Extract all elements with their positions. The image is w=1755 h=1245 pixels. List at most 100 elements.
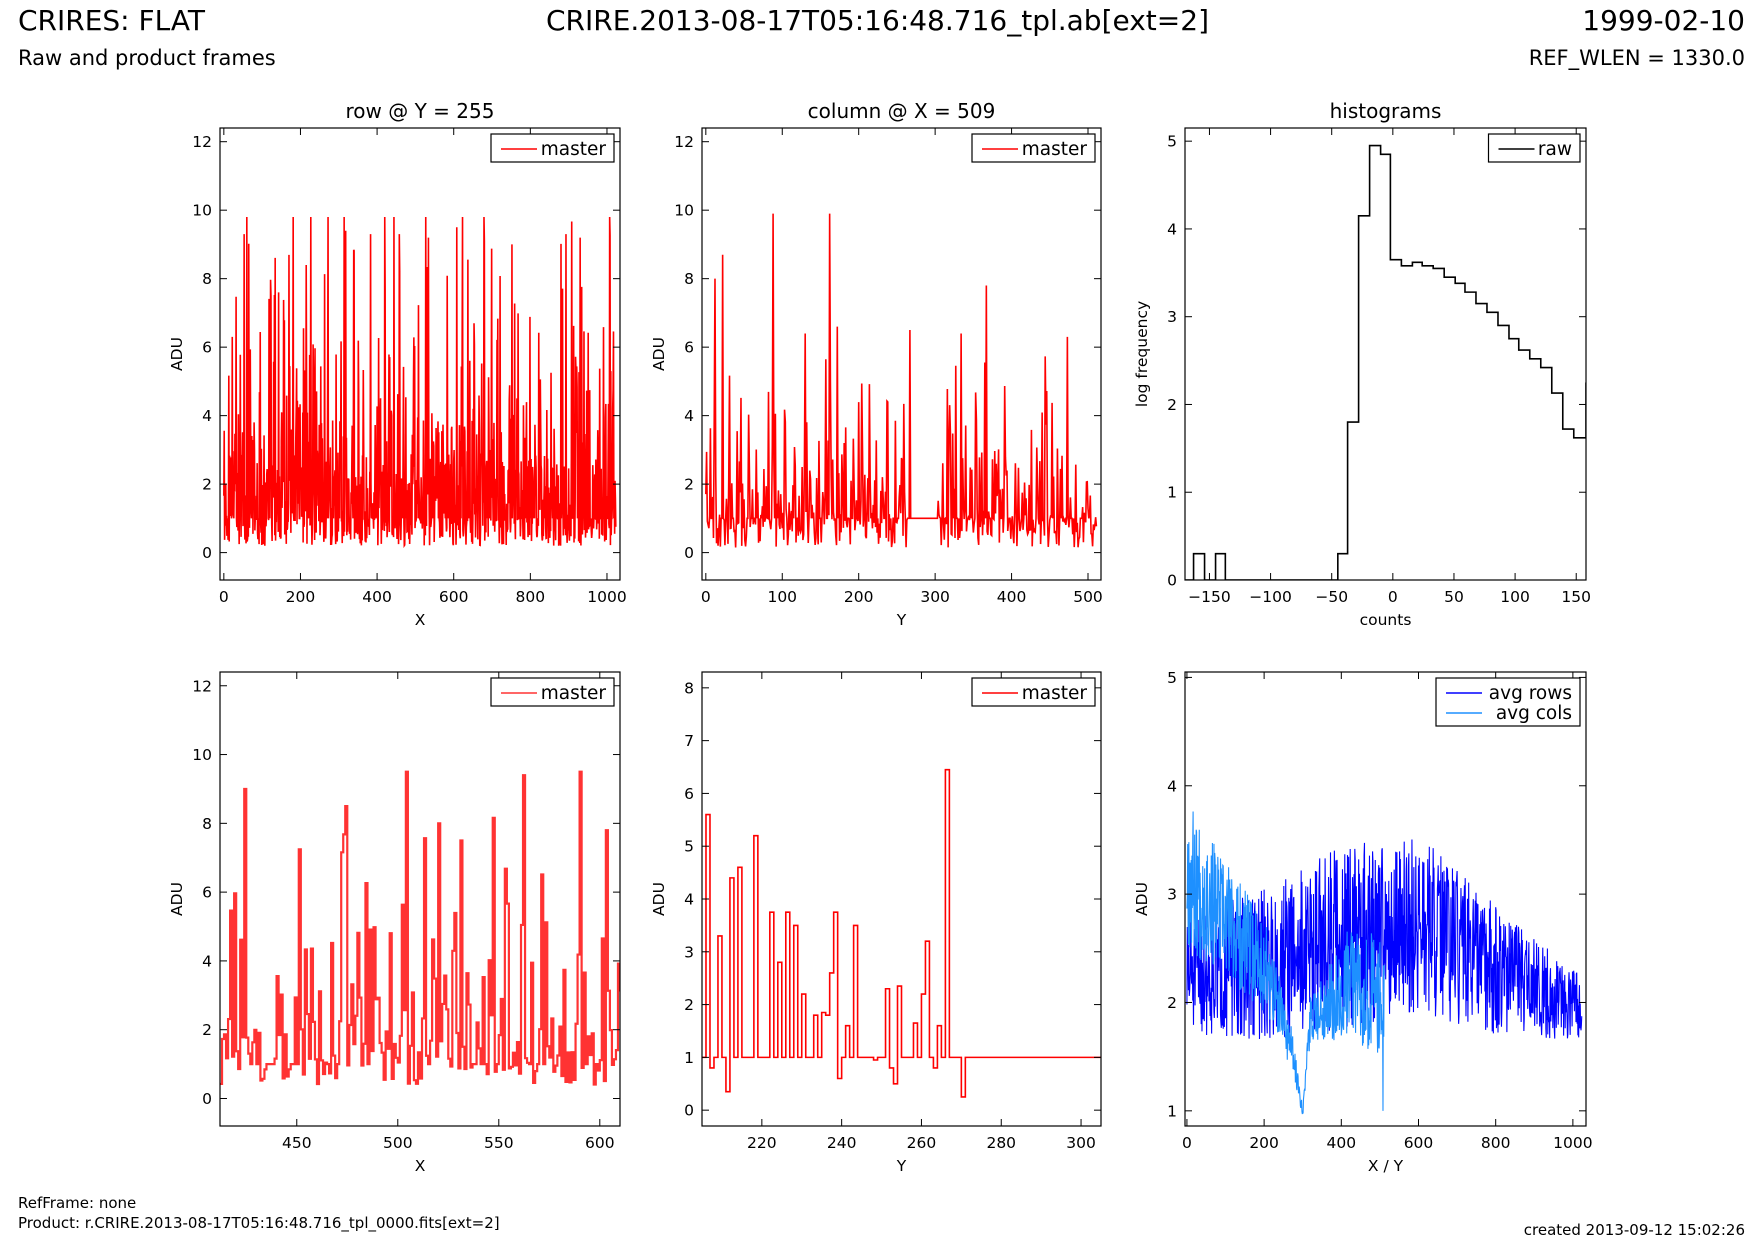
x-tick-label: 1000 xyxy=(587,588,626,606)
plot-frame xyxy=(1184,127,1587,581)
legend-label: master xyxy=(1022,139,1088,160)
legend-box xyxy=(1435,677,1581,727)
ref-wlen-label: REF_WLEN = 1330.0 xyxy=(1528,46,1745,70)
x-tick-label: 1000 xyxy=(1553,1134,1592,1152)
legend: master xyxy=(971,677,1096,707)
y-tick-label: 0 xyxy=(684,544,694,562)
y-tick-label: 2 xyxy=(202,476,212,494)
series-line-raw xyxy=(1185,144,1586,580)
y-tick-label: 4 xyxy=(1167,777,1177,795)
x-tick-label: 0 xyxy=(701,588,711,606)
legend-label: master xyxy=(541,683,607,704)
y-tick-label: 2 xyxy=(1167,994,1177,1012)
y-tick-label: 1 xyxy=(1167,484,1177,502)
y-axis-label: log frequency xyxy=(1133,301,1151,407)
y-tick-label: 6 xyxy=(684,785,694,803)
x-tick-label: 100 xyxy=(767,588,797,606)
y-tick-label: 0 xyxy=(1167,572,1177,590)
legend: master xyxy=(490,133,615,163)
legend-box xyxy=(971,133,1096,163)
legend-label: raw xyxy=(1538,139,1572,160)
y-tick-label: 5 xyxy=(684,838,694,856)
y-tick-label: 10 xyxy=(674,202,694,220)
plot-frame xyxy=(219,671,621,1127)
x-tick-label: 800 xyxy=(516,588,546,606)
series-line-avg-cols xyxy=(1186,811,1385,1115)
y-tick-label: 5 xyxy=(1167,669,1177,687)
legend-label: master xyxy=(541,139,607,160)
x-tick-label: 500 xyxy=(383,1134,413,1152)
x-axis-label: counts xyxy=(1360,611,1412,629)
y-tick-label: 4 xyxy=(684,407,694,425)
y-tick-label: 3 xyxy=(1167,886,1177,904)
y-tick-label: 10 xyxy=(192,746,212,764)
y-axis-label: ADU xyxy=(168,882,186,916)
y-tick-label: 8 xyxy=(202,815,212,833)
y-tick-label: 3 xyxy=(684,943,694,961)
created-label: created 2013-09-12 15:02:26 xyxy=(1523,1221,1745,1239)
y-tick-label: 8 xyxy=(202,270,212,288)
y-tick-label: 6 xyxy=(684,339,694,357)
y-tick-label: 1 xyxy=(1167,1102,1177,1120)
y-tick-label: 4 xyxy=(1167,220,1177,238)
plot-area-histogram xyxy=(1185,144,1586,580)
legend-box xyxy=(1487,133,1581,163)
y-tick-label: 8 xyxy=(684,679,694,697)
legend-box xyxy=(490,133,615,163)
y-tick-label: 12 xyxy=(192,133,212,151)
y-tick-label: 4 xyxy=(684,891,694,909)
legend-label: avg rows xyxy=(1489,683,1572,704)
x-tick-label: 100 xyxy=(1500,588,1530,606)
legend: master xyxy=(490,677,615,707)
x-tick-label: 260 xyxy=(907,1134,937,1152)
x-axis-label: X xyxy=(415,1157,426,1175)
y-tick-label: 6 xyxy=(202,884,212,902)
x-tick-label: 600 xyxy=(439,588,469,606)
legend-box xyxy=(490,677,615,707)
x-tick-label: 500 xyxy=(1073,588,1103,606)
page-title: CRIRES: FLAT xyxy=(18,4,205,37)
legend-box xyxy=(971,677,1096,707)
x-tick-label: 0 xyxy=(1182,1134,1192,1152)
chart-column: 0 100 200 300 400 500 0 2 4 6 8 10 12 column @ X = 50… xyxy=(650,99,1103,629)
chart-title: histograms xyxy=(1330,99,1442,123)
x-tick-label: 240 xyxy=(827,1134,857,1152)
x-tick-label: 400 xyxy=(1327,1134,1357,1152)
x-tick-label: 600 xyxy=(1404,1134,1434,1152)
page-subtitle: Raw and product frames xyxy=(18,46,276,70)
legend: raw xyxy=(1487,133,1581,163)
plot-area-row-zoom xyxy=(220,770,620,1086)
y-tick-label: 4 xyxy=(202,952,212,970)
refframe-label: RefFrame: none xyxy=(18,1194,137,1212)
chart-averages: 0 200 400 600 800 1000 1 2 3 4 5 X / Y ADU avg rowsav… xyxy=(1133,669,1593,1175)
x-tick-label: 200 xyxy=(286,588,316,606)
x-tick-label: 550 xyxy=(484,1134,514,1152)
y-axis-label: ADU xyxy=(650,882,668,916)
y-tick-label: 1 xyxy=(684,1049,694,1067)
plot-area-column-zoom xyxy=(702,768,1101,1098)
x-tick-label: 800 xyxy=(1481,1134,1511,1152)
x-tick-label: 200 xyxy=(844,588,874,606)
legend-label: master xyxy=(1022,683,1088,704)
file-name: CRIRE.2013-08-17T05:16:48.716_tpl.ab[ext… xyxy=(545,4,1209,37)
chart-row: 0 200 400 600 800 1000 0 2 4 6 8 10 12 row @ Y = 255 X… xyxy=(168,99,627,629)
plot-frame xyxy=(701,127,1102,581)
y-axis-label: ADU xyxy=(168,337,186,371)
legend-label: avg cols xyxy=(1496,703,1572,724)
y-tick-label: 3 xyxy=(1167,308,1177,326)
y-tick-label: 8 xyxy=(684,270,694,288)
chart-title: column @ X = 509 xyxy=(808,99,996,123)
chart-title: row @ Y = 255 xyxy=(346,99,495,123)
y-tick-label: 12 xyxy=(674,133,694,151)
x-axis-label: Y xyxy=(896,611,907,629)
x-tick-label: −50 xyxy=(1315,588,1348,606)
chart-histogram: −150 −100 −50 0 50 100 150 0 1 2 3 4 5 histograms coun… xyxy=(1133,99,1591,629)
x-tick-label: 280 xyxy=(986,1134,1016,1152)
x-tick-label: 150 xyxy=(1561,588,1591,606)
x-tick-label: 300 xyxy=(920,588,950,606)
series-line-master xyxy=(223,217,617,549)
y-tick-label: 2 xyxy=(684,996,694,1014)
x-tick-label: 220 xyxy=(747,1134,777,1152)
